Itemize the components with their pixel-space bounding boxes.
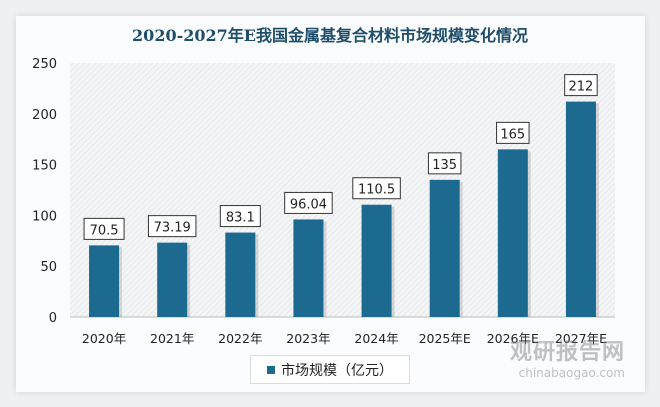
bar	[565, 101, 596, 317]
data-label-box	[147, 215, 197, 238]
x-tick-label: 2024年	[354, 331, 398, 346]
legend-label: 市场规模（亿元）	[281, 362, 393, 379]
x-tick-label: 2027年E	[555, 331, 607, 346]
bar	[361, 204, 392, 317]
data-label: 83.1	[226, 211, 255, 226]
x-tick-label: 2025年E	[419, 331, 471, 346]
bar	[225, 232, 256, 317]
legend: 市场规模（亿元）	[250, 355, 410, 384]
watermark-url: chinabaogao.com	[518, 366, 625, 380]
x-tick-label: 2023年	[286, 331, 330, 346]
bar	[293, 219, 324, 317]
data-label: 73.19	[154, 221, 191, 236]
data-label: 110.5	[358, 183, 395, 198]
y-tick-label: 100	[32, 209, 57, 224]
bar	[429, 179, 460, 317]
y-tick-label: 250	[32, 57, 57, 72]
data-label: 212	[569, 80, 594, 95]
data-label-box	[83, 217, 125, 240]
chart-title: 2020-2027年E我国金属基复合材料市场规模变化情况	[132, 26, 528, 45]
bar	[157, 242, 188, 317]
data-label-box	[427, 152, 462, 175]
data-label-box	[352, 177, 401, 200]
watermark-logo: 观研报告网 chinabaogao.com	[455, 334, 625, 380]
x-tick-label: 2020年	[82, 331, 126, 346]
y-tick-label: 50	[40, 260, 57, 275]
plot-area	[70, 63, 615, 317]
data-label-box	[564, 74, 598, 97]
y-tick-label: 150	[32, 159, 57, 174]
y-tick-label: 0	[49, 311, 57, 326]
watermark-name: 观研报告网	[509, 340, 625, 365]
data-label: 96.04	[290, 197, 327, 212]
legend-swatch	[267, 365, 275, 374]
bar	[89, 245, 120, 317]
data-label-box	[496, 121, 530, 144]
x-tick-label: 2026年E	[487, 331, 539, 346]
x-tick-label: 2022年	[218, 331, 262, 346]
y-tick-label: 200	[32, 108, 57, 123]
data-label-box	[284, 191, 333, 214]
data-label-box	[219, 205, 261, 228]
data-label: 165	[500, 127, 525, 142]
data-label: 70.5	[90, 223, 119, 238]
bar	[497, 149, 528, 317]
data-label: 135	[432, 158, 457, 173]
x-tick-label: 2021年	[150, 331, 194, 346]
